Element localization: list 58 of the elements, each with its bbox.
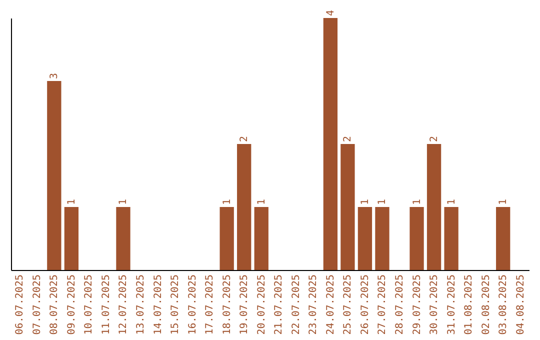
x-tick-label: 21.07.2025 bbox=[274, 274, 285, 335]
data-label: 1 bbox=[118, 198, 130, 205]
bar bbox=[47, 81, 62, 270]
x-tick-label: 12.07.2025 bbox=[118, 274, 130, 335]
bar bbox=[323, 18, 338, 270]
x-tick-label: 13.07.2025 bbox=[136, 274, 146, 335]
bar bbox=[64, 207, 79, 270]
data-label: 4 bbox=[325, 10, 336, 16]
data-label: 2 bbox=[239, 136, 250, 142]
x-tick-label: 18.07.2025 bbox=[222, 274, 233, 335]
data-label: 1 bbox=[256, 198, 268, 205]
data-label: 1 bbox=[412, 198, 423, 205]
x-tick-label: 04.08.2025 bbox=[515, 274, 526, 335]
x-tick-label: 10.07.2025 bbox=[84, 274, 95, 335]
data-label: 1 bbox=[498, 198, 510, 205]
x-tick-label: 20.07.2025 bbox=[256, 274, 268, 335]
bar bbox=[116, 207, 130, 270]
data-label: 1 bbox=[446, 198, 458, 205]
x-tick-label: 25.07.2025 bbox=[342, 274, 354, 335]
x-tick-label: 08.07.2025 bbox=[49, 274, 60, 335]
data-label: 2 bbox=[429, 136, 440, 142]
x-tick-label: 17.07.2025 bbox=[204, 274, 216, 335]
data-label: 1 bbox=[377, 198, 388, 205]
bar bbox=[254, 207, 268, 270]
bar bbox=[340, 144, 355, 270]
data-label: 1 bbox=[66, 198, 78, 205]
bar bbox=[426, 144, 442, 270]
x-tick-label: 27.07.2025 bbox=[377, 274, 388, 335]
bar bbox=[358, 207, 372, 270]
data-label: 1 bbox=[222, 198, 233, 205]
x-tick-label: 09.07.2025 bbox=[66, 274, 78, 335]
x-tick-label: 16.07.2025 bbox=[187, 274, 198, 335]
x-tick-label: 26.07.2025 bbox=[360, 274, 371, 335]
data-label: 2 bbox=[342, 136, 354, 142]
x-tick-label: 14.07.2025 bbox=[152, 274, 164, 335]
bar bbox=[220, 207, 234, 270]
bar bbox=[410, 207, 424, 270]
data-label: 3 bbox=[49, 72, 60, 79]
x-tick-label: 22.07.2025 bbox=[290, 274, 302, 335]
x-tick-label: 03.08.2025 bbox=[498, 274, 510, 335]
bar bbox=[375, 207, 390, 270]
x-tick-label: 01.08.2025 bbox=[464, 274, 475, 335]
x-tick-label: 15.07.2025 bbox=[170, 274, 182, 335]
x-tick-label: 31.07.2025 bbox=[446, 274, 458, 335]
bar bbox=[237, 144, 252, 270]
x-tick-label: 11.07.2025 bbox=[100, 274, 112, 335]
x-tick-label: 30.07.2025 bbox=[429, 274, 440, 335]
x-tick-label: 06.07.2025 bbox=[14, 274, 26, 335]
bar bbox=[444, 207, 458, 270]
data-label: 1 bbox=[360, 198, 371, 205]
x-tick-label: 23.07.2025 bbox=[308, 274, 320, 335]
x-tick-label: 24.07.2025 bbox=[325, 274, 336, 335]
x-tick-label: 07.07.2025 bbox=[32, 274, 43, 335]
x-tick-label: 02.08.2025 bbox=[480, 274, 492, 335]
x-tick-label: 19.07.2025 bbox=[239, 274, 250, 335]
x-tick-label: 28.07.2025 bbox=[394, 274, 406, 335]
bar bbox=[496, 207, 510, 270]
x-tick-label: 29.07.2025 bbox=[412, 274, 423, 335]
